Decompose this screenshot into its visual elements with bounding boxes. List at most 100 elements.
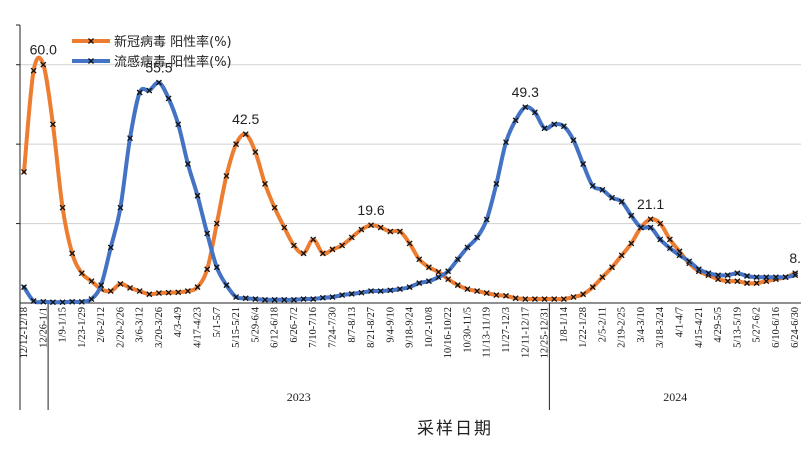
data-point-marker: [435, 269, 442, 275]
data-point-marker: [40, 61, 47, 68]
data-point-marker: [531, 109, 538, 116]
data-point-marker: [127, 135, 133, 142]
x-tick-label: 3/6-3/12: [135, 307, 146, 343]
data-point-marker: [49, 121, 56, 128]
x-tick-label: 2/20-2/26: [115, 307, 126, 348]
data-point-marker: [715, 272, 722, 279]
data-point-marker: [377, 288, 384, 295]
data-label: 49.3: [512, 84, 539, 100]
data-point-marker: [194, 284, 201, 291]
data-point-marker: [406, 284, 413, 291]
data-point-marker: [551, 296, 558, 302]
data-point-marker: [763, 274, 770, 281]
data-point-marker: [165, 289, 172, 296]
data-point-marker: [580, 291, 587, 298]
data-point-marker: [98, 282, 105, 289]
data-point-marker: [348, 290, 355, 297]
x-tick-label: 4/29-5/5: [713, 307, 724, 343]
data-point-marker: [724, 272, 731, 279]
data-point-marker: [657, 236, 664, 243]
data-point-marker: [647, 224, 654, 231]
data-point-marker: [213, 264, 220, 271]
data-point-marker: [156, 290, 162, 297]
series-1: [21, 55, 799, 302]
data-point-marker: [59, 204, 66, 211]
data-point-marker: [744, 280, 750, 287]
data-point-marker: [397, 228, 403, 235]
data-point-marker: [464, 286, 471, 293]
data-point-marker: [522, 296, 529, 302]
x-tick-label: 10/16-10/22: [443, 307, 454, 358]
data-point-marker: [551, 121, 558, 128]
data-point-marker: [628, 212, 635, 219]
x-axis-label: 采样日期: [417, 419, 493, 439]
data-point-marker: [329, 246, 336, 253]
data-point-marker: [88, 296, 95, 302]
data-point-marker: [281, 296, 288, 303]
x-tick-label: 5/1-5/7: [212, 307, 223, 337]
data-point-marker: [368, 222, 374, 229]
x-tick-label: 5/13-5/19: [732, 307, 743, 348]
data-point-marker: [647, 216, 654, 223]
x-tick-label: 3/18-3/24: [655, 306, 666, 348]
x-tick-label: 7/10-7/16: [308, 307, 319, 348]
data-point-marker: [666, 245, 673, 252]
series-line: [22, 80, 798, 305]
data-point-marker: [233, 294, 240, 301]
x-tick-label: 6/12-6/18: [270, 307, 281, 348]
data-point-marker: [204, 230, 211, 237]
data-point-marker: [319, 250, 326, 257]
data-point-marker: [464, 244, 471, 251]
data-point-marker: [310, 296, 317, 302]
data-point-marker: [580, 161, 587, 167]
data-point-marker: [425, 278, 432, 285]
x-tick-label: 12/11-12/17: [520, 307, 531, 358]
data-point-marker: [503, 139, 509, 146]
data-label: 55.5: [145, 60, 172, 76]
data-point-marker: [618, 252, 625, 259]
data-point-marker: [242, 295, 249, 302]
data-point-marker: [744, 273, 750, 279]
data-point-marker: [493, 292, 500, 299]
legend-label: 流感病毒 阳性率(%): [114, 54, 232, 70]
data-point-marker: [117, 204, 124, 211]
data-point-marker: [117, 280, 124, 287]
gridlines: [20, 64, 801, 225]
x-tick-label: 1/8-1/14: [559, 306, 570, 342]
data-point-marker: [570, 137, 577, 144]
data-point-marker: [425, 264, 432, 271]
data-point-marker: [666, 236, 673, 243]
data-point-marker: [358, 289, 365, 296]
data-label: 60.0: [30, 42, 57, 58]
series-layer: [21, 55, 799, 306]
data-point-marker: [560, 123, 567, 130]
data-point-marker: [252, 296, 259, 302]
data-point-marker: [21, 168, 27, 175]
x-tick-label: 5/27-6/2: [752, 307, 763, 343]
data-point-marker: [127, 284, 133, 291]
data-point-marker: [21, 284, 27, 291]
data-point-marker: [194, 192, 201, 199]
year-labels: 2023 2024: [287, 390, 687, 404]
x-tick-label: 2/5-2/11: [597, 307, 608, 342]
data-point-marker: [252, 149, 259, 156]
data-point-marker: [146, 291, 153, 298]
data-point-marker: [319, 294, 326, 301]
x-tick-label: 8/21-8/27: [366, 307, 377, 348]
data-point-marker: [628, 240, 635, 247]
data-point-marker: [213, 220, 220, 227]
data-point-marker: [242, 131, 249, 138]
data-point-marker: [474, 234, 481, 241]
data-point-marker: [339, 242, 346, 249]
x-tick-label: 4/15-4/21: [694, 307, 705, 348]
x-tick-label: 5/29-6/4: [250, 306, 261, 342]
data-point-marker: [609, 264, 615, 271]
data-point-marker: [705, 270, 712, 277]
data-point-marker: [348, 234, 355, 241]
x-tick-label: 1/9-1/15: [58, 307, 69, 343]
data-labels: 60.0 55.5 42.5 19.6 49.3 21.1 8.: [30, 42, 801, 267]
data-point-marker: [695, 266, 702, 273]
data-point-marker: [522, 104, 529, 111]
data-point-marker: [782, 274, 789, 281]
